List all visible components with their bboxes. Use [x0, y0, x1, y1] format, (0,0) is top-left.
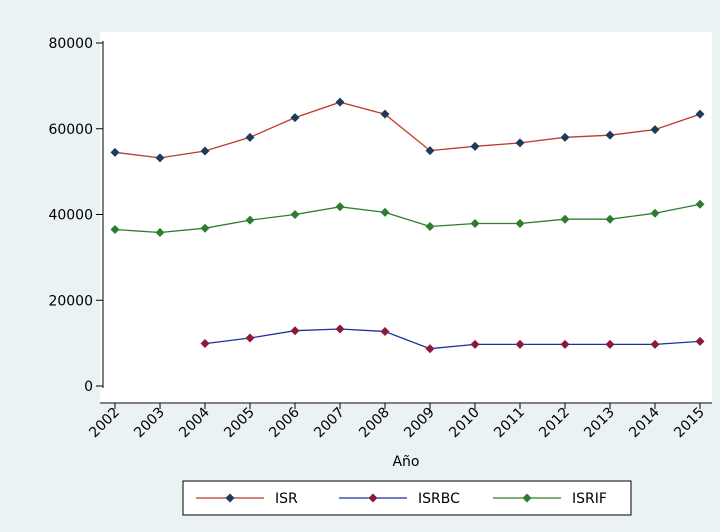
- data-point: [695, 199, 705, 209]
- data-point: [155, 153, 165, 163]
- series-isrbc: [200, 324, 705, 354]
- data-point: [470, 339, 480, 349]
- y-tick-label: 0: [84, 379, 93, 395]
- data-point: [425, 222, 435, 232]
- series-line: [204, 328, 701, 350]
- data-point: [515, 219, 525, 229]
- data-point: [290, 210, 300, 219]
- legend-label: ISR: [275, 491, 298, 507]
- legend-swatch-marker: [522, 493, 532, 503]
- data-point: [200, 146, 210, 156]
- legend-label: ISRIF: [572, 491, 607, 507]
- data-point: [605, 130, 615, 140]
- legend: ISR ISRBC ISRIF: [182, 480, 632, 516]
- legend-item-isr: ISR: [196, 491, 298, 507]
- data-point: [380, 207, 390, 217]
- series-layer: [110, 97, 705, 354]
- data-point: [650, 125, 660, 135]
- data-point: [605, 214, 615, 224]
- series-line: [114, 203, 701, 234]
- data-point: [110, 225, 120, 235]
- data-point: [470, 219, 480, 229]
- y-tick-label: 60000: [48, 122, 93, 138]
- data-point: [560, 214, 570, 224]
- legend-swatch-marker: [225, 493, 235, 503]
- data-point: [335, 97, 345, 107]
- data-point: [425, 344, 435, 354]
- y-tick-label: 40000: [48, 208, 93, 224]
- data-point: [695, 109, 705, 119]
- data-point: [245, 215, 255, 225]
- data-point: [380, 109, 390, 119]
- x-axis-label: Año: [392, 454, 419, 470]
- data-point: [470, 141, 480, 151]
- data-point: [650, 208, 660, 218]
- y-tick-label: 20000: [48, 293, 93, 309]
- data-point: [335, 202, 345, 212]
- data-point: [695, 336, 705, 346]
- data-point: [290, 113, 300, 123]
- data-point: [380, 327, 390, 337]
- data-point: [605, 339, 615, 349]
- legend-swatch-marker: [368, 493, 378, 503]
- data-point: [290, 326, 300, 336]
- data-point: [425, 146, 435, 156]
- data-point: [245, 333, 255, 343]
- data-point: [515, 339, 525, 349]
- data-point: [155, 228, 165, 238]
- y-tick-label: 80000: [48, 36, 93, 52]
- y-axis: 0 20000 40000 60000 80000: [48, 36, 104, 395]
- series-isr: [110, 97, 705, 163]
- legend-label: ISRBC: [418, 491, 460, 507]
- legend-item-isrif: ISRIF: [493, 491, 607, 507]
- series-isrif: [110, 199, 705, 238]
- data-point: [560, 339, 570, 349]
- data-point: [560, 132, 570, 142]
- data-point: [200, 223, 210, 233]
- data-point: [110, 147, 120, 157]
- data-point: [335, 324, 345, 334]
- data-point: [245, 132, 255, 142]
- data-point: [515, 138, 525, 148]
- data-point: [650, 339, 660, 349]
- series-line: [114, 101, 701, 159]
- legend-item-isrbc: ISRBC: [339, 491, 460, 507]
- data-point: [200, 339, 210, 349]
